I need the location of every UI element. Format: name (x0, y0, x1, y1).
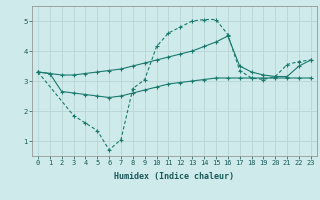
X-axis label: Humidex (Indice chaleur): Humidex (Indice chaleur) (115, 172, 234, 181)
